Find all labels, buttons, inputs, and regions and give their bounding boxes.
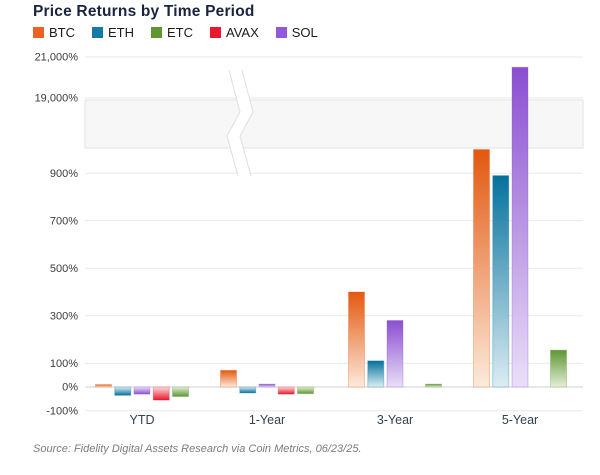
legend-swatch-etc: [151, 27, 162, 38]
legend-label: ETH: [108, 25, 134, 40]
bar-eth-ytd: [114, 386, 132, 396]
legend-label: SOL: [291, 25, 318, 40]
bar-sol-ytd: [133, 386, 151, 395]
legend-swatch-sol: [275, 27, 287, 38]
axis-break-zigzag: [227, 70, 253, 176]
bar-etc-ytd: [172, 386, 189, 397]
bar-btc-1-year: [220, 369, 237, 388]
legend-label: AVAX: [226, 25, 259, 40]
y-tick-label: 900%: [50, 168, 78, 180]
zigzag-edge-right: [239, 69, 254, 177]
x-axis-label-5-year: 5-Year: [502, 413, 538, 427]
legend-label: ETC: [167, 25, 193, 40]
bar-sol-5-year: [511, 66, 529, 388]
y-tick-label: -100%: [46, 405, 78, 417]
legend-item-avax: AVAX: [210, 25, 259, 40]
y-tick-label: 500%: [50, 263, 78, 275]
bar-btc-ytd: [95, 384, 112, 388]
x-axis-label-1-year: 1-Year: [249, 413, 285, 427]
bar-avax-ytd: [152, 386, 170, 401]
y-tick-label: 0%: [62, 382, 78, 394]
y-tick-label: 700%: [50, 215, 78, 227]
bar-btc-5-year: [473, 149, 490, 388]
axis-break-band: [84, 99, 584, 149]
chart-legend: BTC ETH ETC AVAX SOL: [33, 25, 318, 40]
bar-eth-1-year: [239, 386, 257, 394]
legend-swatch-btc: [33, 27, 44, 38]
bar-etc-3-year: [425, 383, 442, 388]
bar-eth-5-year: [492, 175, 510, 388]
x-axis-label-ytd: YTD: [130, 413, 155, 427]
bar-etc-1-year: [297, 386, 314, 395]
bar-eth-3-year: [367, 360, 385, 388]
bar-sol-3-year: [386, 320, 404, 388]
source-note: Source: Fidelity Digital Assets Research…: [33, 443, 362, 455]
x-axis-label-3-year: 3-Year: [377, 413, 413, 427]
legend-swatch-avax: [210, 27, 221, 38]
bar-btc-3-year: [348, 291, 365, 388]
legend-label: BTC: [49, 25, 75, 40]
y-tick-label: 19,000%: [35, 93, 79, 105]
bar-avax-1-year: [277, 386, 295, 395]
legend-item-eth: ETH: [92, 25, 134, 40]
legend-item-etc: ETC: [151, 25, 193, 40]
y-tick-label: 100%: [50, 358, 78, 370]
legend-item-btc: BTC: [33, 25, 75, 40]
bar-sol-1-year: [258, 383, 276, 388]
y-tick-label: 300%: [50, 310, 78, 322]
y-tick-label: 21,000%: [35, 52, 79, 64]
legend-item-sol: SOL: [275, 25, 318, 40]
bar-etc-5-year: [550, 349, 567, 388]
legend-swatch-eth: [92, 27, 103, 38]
chart-title: Price Returns by Time Period: [33, 3, 255, 20]
zigzag-edge-left: [226, 69, 241, 177]
